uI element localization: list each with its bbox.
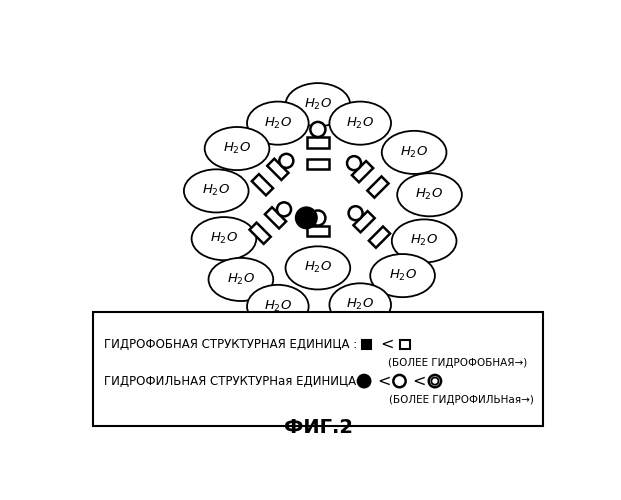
Text: <: < <box>377 374 391 388</box>
Text: (БОЛЕЕ ГИДРОФОБНАЯ→): (БОЛЕЕ ГИДРОФОБНАЯ→) <box>388 358 527 368</box>
Circle shape <box>432 378 438 384</box>
Polygon shape <box>307 158 329 170</box>
Text: $H_2O$: $H_2O$ <box>389 268 417 283</box>
Polygon shape <box>307 226 329 236</box>
Text: $H_2O$: $H_2O$ <box>304 260 332 276</box>
Polygon shape <box>267 158 289 180</box>
Circle shape <box>348 206 363 220</box>
Ellipse shape <box>392 220 456 262</box>
Text: $H_2O$: $H_2O$ <box>346 298 374 312</box>
Ellipse shape <box>184 170 248 212</box>
Circle shape <box>310 210 325 226</box>
Polygon shape <box>367 176 389 198</box>
Ellipse shape <box>205 127 270 170</box>
Text: <: < <box>412 374 426 388</box>
Text: ФИГ.2: ФИГ.2 <box>284 418 353 438</box>
Polygon shape <box>352 161 373 182</box>
Ellipse shape <box>192 217 256 260</box>
Polygon shape <box>353 211 374 233</box>
Circle shape <box>347 156 361 170</box>
Polygon shape <box>250 222 271 244</box>
Text: $H_2O$: $H_2O$ <box>415 187 443 202</box>
Circle shape <box>296 207 317 229</box>
Text: <: < <box>380 336 394 351</box>
Text: (БОЛЕЕ ГИДРОФИЛЬНая→): (БОЛЕЕ ГИДРОФИЛЬНая→) <box>389 394 533 404</box>
Ellipse shape <box>370 254 435 297</box>
Text: $H_2O$: $H_2O$ <box>202 184 230 198</box>
Ellipse shape <box>286 246 350 290</box>
Polygon shape <box>369 226 390 248</box>
Ellipse shape <box>209 258 273 301</box>
Text: ГИДРОФОБНАЯ СТРУКТУРНАЯ ЕДИНИЦА :: ГИДРОФОБНАЯ СТРУКТУРНАЯ ЕДИНИЦА : <box>104 338 357 350</box>
Polygon shape <box>265 207 286 229</box>
Text: $H_2O$: $H_2O$ <box>223 141 251 156</box>
Text: $H_2O$: $H_2O$ <box>346 116 374 130</box>
Circle shape <box>279 154 293 168</box>
Circle shape <box>358 375 370 387</box>
Text: $H_2O$: $H_2O$ <box>227 272 255 287</box>
Ellipse shape <box>329 102 391 144</box>
Polygon shape <box>252 174 273 196</box>
Polygon shape <box>401 340 409 349</box>
Ellipse shape <box>397 173 462 216</box>
Circle shape <box>428 375 441 387</box>
Ellipse shape <box>382 131 446 174</box>
Circle shape <box>393 375 406 387</box>
Text: ГИДРОФИЛЬНАЯ СТРУКТУРНая ЕДИНИЦА :: ГИДРОФИЛЬНАЯ СТРУКТУРНая ЕДИНИЦА : <box>104 374 364 388</box>
Bar <box>93 312 543 426</box>
Circle shape <box>277 202 291 216</box>
Text: $H_2O$: $H_2O$ <box>400 145 428 160</box>
Circle shape <box>310 122 325 137</box>
Polygon shape <box>362 340 371 349</box>
Text: $H_2O$: $H_2O$ <box>410 234 438 248</box>
Ellipse shape <box>247 285 309 328</box>
Ellipse shape <box>247 102 309 144</box>
Text: $H_2O$: $H_2O$ <box>304 97 332 112</box>
Text: $H_2O$: $H_2O$ <box>210 231 238 246</box>
Text: $H_2O$: $H_2O$ <box>264 116 292 130</box>
Ellipse shape <box>329 284 391 327</box>
Polygon shape <box>307 137 329 148</box>
Ellipse shape <box>286 83 350 126</box>
Text: $H_2O$: $H_2O$ <box>264 299 292 314</box>
